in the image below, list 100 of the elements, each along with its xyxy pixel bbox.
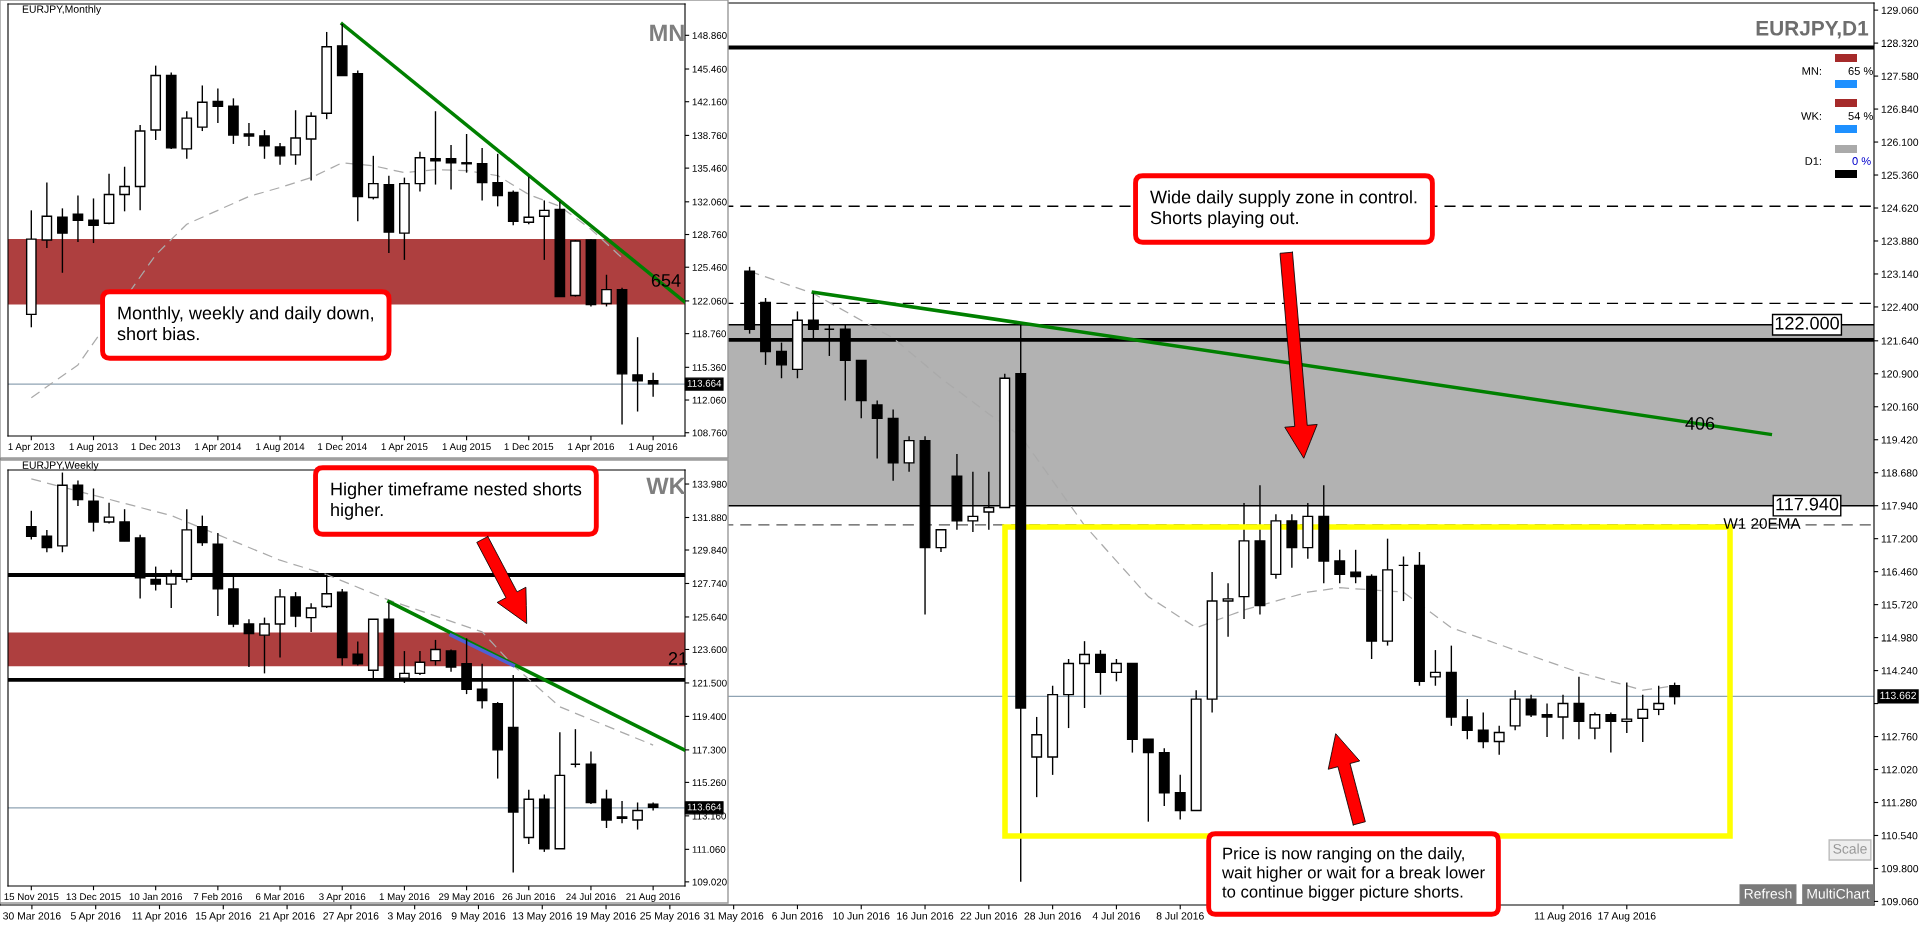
candlestick — [871, 399, 883, 460]
annotation: MN: — [1802, 67, 1821, 75]
x-tick-label: 4 Jul 2016 — [1092, 911, 1140, 920]
annotation: Scale — [1833, 843, 1867, 854]
y-tick-label: 114.240 — [1881, 667, 1918, 675]
y-tick-label: 119.400 — [692, 713, 726, 721]
y-tick-label: 115.360 — [692, 364, 726, 371]
x-tick-label: 1 Apr 2013 — [8, 443, 55, 453]
candlestick — [935, 529, 947, 553]
annotation: Price is now ranging on the daily, wait higher or wait for a break lower to continue bigger picture shorts. — [1221, 847, 1485, 901]
candlestick — [616, 800, 628, 824]
y-tick-label: 114.980 — [1881, 634, 1918, 642]
x-tick-label: 22 Jun 2016 — [960, 912, 1018, 920]
y-tick-label: 123.140 — [1881, 270, 1919, 278]
y-tick-label: 131.880 — [692, 514, 727, 522]
y-tick-label: 138.760 — [692, 132, 727, 140]
candlestick — [1493, 725, 1505, 756]
candlestick — [1573, 676, 1585, 740]
x-tick-label: 19 May 2016 — [576, 912, 636, 922]
x-tick-label: 21 Aug 2016 — [626, 893, 681, 903]
candlestick — [1350, 549, 1362, 584]
x-tick-label: 15 Nov 2015 — [4, 893, 59, 901]
annotation: 0 % — [1852, 157, 1871, 165]
y-tick-label: 128.760 — [692, 231, 727, 239]
x-tick-label: 5 Apr 2016 — [70, 912, 121, 922]
y-tick-label: 121.640 — [1881, 337, 1919, 345]
candlestick — [538, 199, 550, 261]
x-tick-label: 3 Apr 2016 — [319, 893, 366, 903]
candlestick — [1031, 716, 1043, 798]
y-tick-label: 122.400 — [1881, 303, 1919, 311]
annotation: Monthly, weekly and daily down, short bias. — [117, 306, 373, 341]
x-tick-label: 9 May 2016 — [451, 912, 506, 922]
candlestick — [259, 129, 270, 160]
x-tick-label: 7 Feb 2016 — [193, 892, 243, 901]
y-tick-label: 118.680 — [1881, 469, 1918, 477]
candlestick — [430, 639, 441, 667]
y-tick-label: 128.320 — [1881, 39, 1919, 47]
x-tick-label: 1 Aug 2013 — [69, 443, 118, 453]
candlestick — [72, 194, 84, 243]
ref-line-label: W1 20EMA — [1723, 518, 1801, 529]
candlestick — [461, 133, 472, 174]
x-tick-label: 27 Apr 2016 — [323, 912, 379, 922]
y-tick-label: 115.260 — [692, 779, 726, 787]
y-tick-label: 118.760 — [692, 330, 726, 338]
x-tick-label: 10 Jun 2016 — [833, 912, 890, 920]
x-tick-label: 1 Dec 2014 — [318, 443, 367, 451]
y-tick-label: 145.460 — [692, 65, 727, 73]
annotation: Wide daily supply zone in control. Shorts playing out. — [1150, 190, 1417, 228]
y-tick-label: 148.860 — [692, 32, 727, 39]
candlestick — [632, 336, 643, 413]
annotation: WK: — [1801, 112, 1821, 120]
x-tick-label: 25 May 2016 — [640, 912, 700, 922]
annotation: MN — [650, 24, 684, 42]
candlestick — [1589, 711, 1601, 740]
candlestick — [1477, 711, 1489, 749]
candlestick — [523, 175, 535, 225]
candlestick — [1621, 681, 1633, 734]
y-tick-label: 133.980 — [692, 480, 727, 488]
y-tick-label: 117.300 — [692, 746, 726, 754]
candlestick — [367, 155, 379, 201]
x-tick-label: 11 Aug 2016 — [1534, 912, 1592, 922]
candlestick — [1079, 640, 1091, 709]
candlestick — [570, 728, 581, 769]
x-tick-label: 1 Dec 2013 — [131, 443, 181, 451]
x-tick-label: 1 Apr 2014 — [195, 443, 242, 453]
y-tick-label: 112.020 — [1881, 766, 1918, 774]
annotation: Higher timeframe nested shorts higher. — [331, 482, 582, 520]
y-tick-label: 119.420 — [1881, 436, 1918, 444]
candlestick — [274, 142, 286, 166]
annotation: D1: — [1805, 157, 1821, 165]
x-tick-label: 13 May 2016 — [512, 912, 572, 922]
y-tick-label: 129.060 — [1881, 6, 1919, 15]
ref-line-label: 117.940 — [1776, 497, 1839, 511]
candlestick — [57, 207, 68, 274]
candlestick — [1637, 693, 1649, 743]
candlestick — [243, 122, 255, 147]
y-tick-label: 109.020 — [692, 878, 727, 886]
x-tick-label: 15 Apr 2016 — [195, 912, 251, 922]
chart-title: EURJPY,Monthly — [22, 5, 102, 15]
candlestick — [1525, 693, 1537, 718]
y-tick-label: 112.760 — [1881, 733, 1918, 741]
annotation: MultiChart — [1807, 888, 1870, 899]
ref-line-label: 122.000 — [1775, 316, 1839, 330]
x-tick-label: 28 Jun 2016 — [1024, 912, 1081, 920]
ref-line-label: 113.664 — [687, 803, 722, 811]
text: EURJPY,D1 — [1756, 21, 1869, 39]
y-tick-label: 111.060 — [692, 846, 726, 853]
candlestick — [259, 616, 270, 675]
candlestick — [445, 648, 457, 673]
y-tick-label: 132.060 — [692, 198, 727, 206]
y-tick-label: 112.060 — [692, 396, 726, 404]
candlestick — [41, 529, 53, 553]
candlestick — [290, 109, 301, 166]
candlestick — [1142, 738, 1154, 823]
x-tick-label: 30 Mar 2016 — [3, 912, 61, 920]
candlestick — [601, 789, 612, 829]
y-tick-label: 113.160 — [692, 812, 726, 820]
annotation: 54 % — [1848, 112, 1873, 120]
y-tick-label: 108.760 — [692, 429, 727, 437]
y-tick-label: 125.640 — [692, 613, 727, 621]
